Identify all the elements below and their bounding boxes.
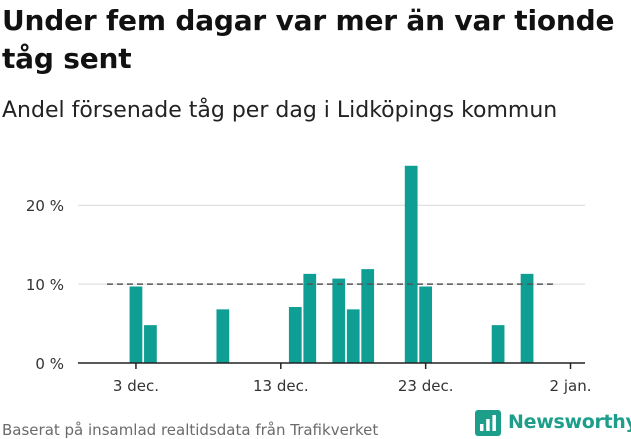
- y-tick-label: 0 %: [35, 355, 64, 373]
- bar: [303, 273, 317, 363]
- chart-subtitle: Andel försenade tåg per dag i Lidköpings…: [2, 98, 558, 123]
- bar: [520, 273, 534, 363]
- bar: [491, 325, 505, 363]
- bar: [346, 309, 360, 363]
- y-tick-label: 10 %: [26, 276, 64, 294]
- bar: [332, 278, 346, 363]
- chart-title: Under fem dagar var mer än var tionde tå…: [2, 4, 615, 75]
- bar: [361, 269, 375, 363]
- bar: [129, 286, 143, 363]
- bar: [419, 286, 433, 363]
- bar: [144, 325, 157, 363]
- newsworthy-logo: Newsworthy: [475, 408, 631, 439]
- bar: [404, 165, 418, 363]
- y-tick-label: 20 %: [26, 197, 64, 215]
- bar: [288, 306, 302, 363]
- x-tick-label: 23 dec.: [398, 377, 454, 395]
- x-tick-label: 2 jan.: [550, 377, 592, 395]
- logo-wordmark: Newsworthy: [508, 411, 631, 433]
- x-tick-label: 13 dec.: [253, 377, 309, 395]
- source-note: Baserat på insamlad realtidsdata från Tr…: [2, 421, 379, 439]
- x-tick-label: 3 dec.: [113, 377, 159, 395]
- bar: [216, 309, 230, 363]
- newsworthy-logo-icon: [475, 410, 501, 436]
